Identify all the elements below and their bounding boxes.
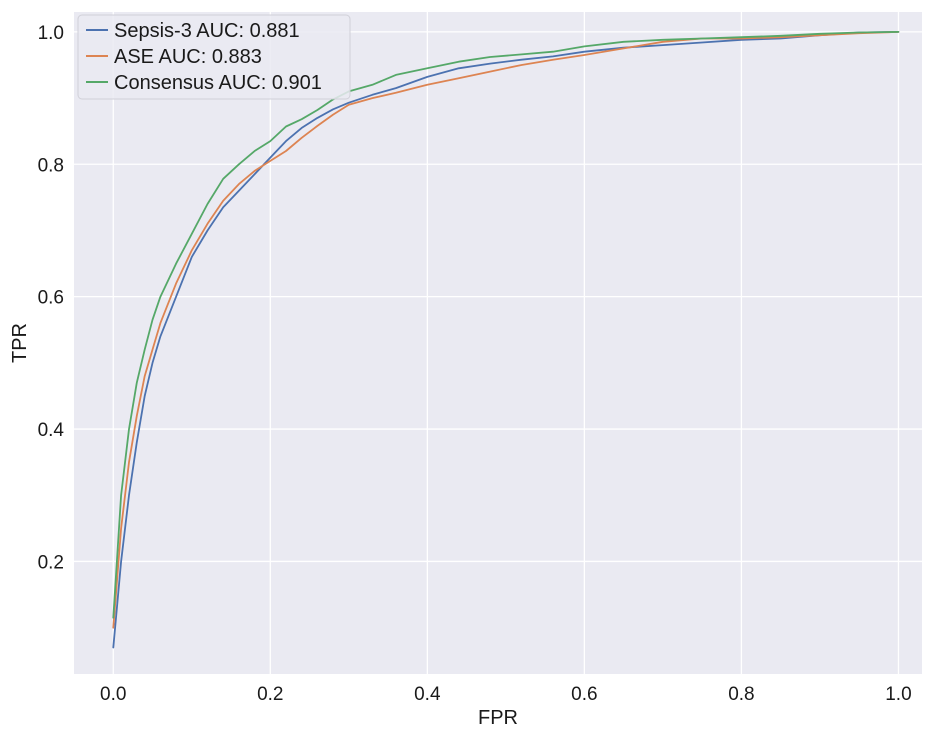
- x-axis-label: FPR: [478, 707, 518, 729]
- x-tick-label: 0.8: [728, 684, 754, 705]
- x-tick-label: 0.0: [100, 684, 126, 705]
- legend-label: Sepsis-3 AUC: 0.881: [114, 20, 300, 42]
- x-tick-label: 0.6: [571, 684, 597, 705]
- series-line-1: [112, 30, 900, 649]
- x-tick-label: 1.0: [885, 684, 911, 705]
- series-line-2: [112, 30, 900, 629]
- legend-label: ASE AUC: 0.883: [114, 46, 262, 68]
- x-tick-label: 0.2: [257, 684, 283, 705]
- legend: Sepsis-3 AUC: 0.881 ASE AUC: 0.883 Consens…: [77, 14, 351, 100]
- y-tick-label: 1.0: [38, 23, 64, 44]
- y-tick-label: 0.8: [38, 155, 64, 176]
- y-tick-label: 0.2: [38, 552, 64, 573]
- plot-background: [74, 12, 922, 674]
- legend-box: [77, 14, 351, 100]
- x-tick-label: 0.4: [414, 684, 441, 705]
- x-tick-labels: 0.0 0.2 0.4 0.6 0.8 1.0: [100, 684, 912, 705]
- y-axis-label: TPR: [9, 323, 31, 363]
- legend-label: Consensus AUC: 0.901: [114, 72, 322, 94]
- y-tick-label: 0.4: [38, 420, 65, 441]
- y-tick-labels: 0.2 0.4 0.6 0.8 1.0: [38, 23, 65, 574]
- y-tick-label: 0.6: [38, 288, 64, 309]
